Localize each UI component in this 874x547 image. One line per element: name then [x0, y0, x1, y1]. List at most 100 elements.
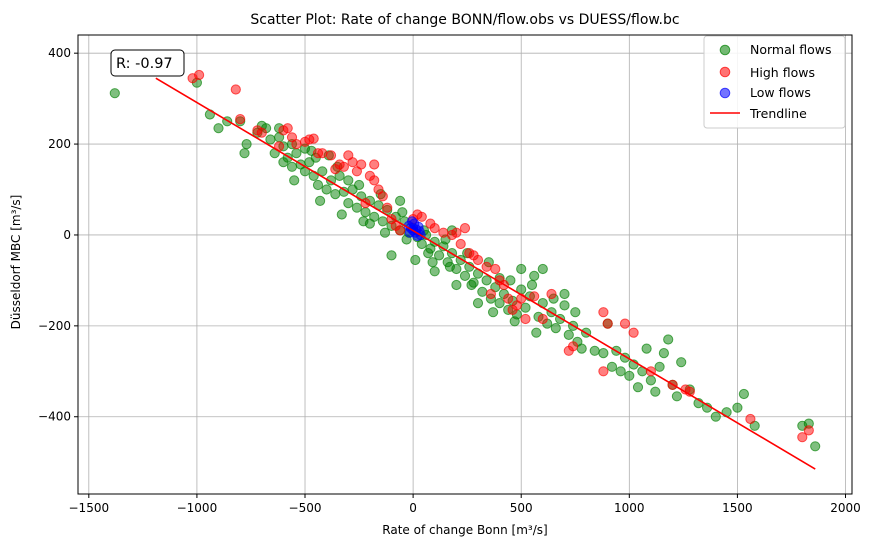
scatter-point-high	[455, 238, 466, 250]
scatter-point-high	[299, 136, 311, 147]
scatter-point-normal	[632, 382, 644, 393]
scatter-point-normal	[654, 361, 665, 372]
legend-label-low: Low flows	[750, 85, 811, 100]
scatter-point-normal	[477, 286, 488, 297]
scatter-point-normal	[109, 88, 120, 99]
scatter-point-high	[451, 227, 462, 238]
y-tick-label: −200	[38, 319, 71, 333]
scatter-point-normal	[444, 261, 455, 272]
legend-label-high: High flows	[750, 65, 815, 80]
grid	[78, 35, 852, 494]
correlation-annotation: R: -0.97	[110, 49, 185, 77]
scatter-point-high	[369, 159, 380, 170]
scatter-point-high	[325, 150, 337, 161]
scatter-point-high	[490, 263, 501, 275]
scatter-point-normal	[606, 361, 618, 372]
scatter-point-normal	[410, 254, 421, 266]
x-tick-label: 2000	[830, 501, 861, 515]
scatter-point-high	[343, 150, 354, 161]
scatter-point-normal	[559, 300, 570, 311]
scatter-point-normal	[598, 348, 609, 359]
plot-frame	[77, 34, 853, 495]
x-tick-label: −1000	[177, 501, 218, 515]
scatter-point-normal	[563, 329, 574, 340]
y-tick-label: 200	[48, 137, 71, 151]
scatter-point-normal	[343, 198, 354, 209]
scatter-point-normal	[529, 270, 540, 281]
scatter-point-high	[602, 318, 613, 329]
legend-label-trendline: Trendline	[749, 106, 807, 121]
x-tick-label: −500	[289, 501, 322, 515]
chart-title: Scatter Plot: Rate of change BONN/flow.o…	[250, 12, 679, 28]
scatter-point-normal	[738, 388, 750, 400]
scatter-point-high	[369, 175, 380, 186]
scatter-point-normal	[663, 334, 674, 345]
scatter-point-high	[803, 425, 814, 436]
ticks: −1500 −1000 −500 0 500 1000 1500 2000 −400 −200 0 2…	[38, 46, 861, 515]
scatter-point-normal	[427, 257, 438, 268]
scatter-point-normal	[429, 266, 440, 277]
scatter-point-normal	[434, 250, 445, 261]
legend-frame	[703, 35, 846, 129]
x-tick-label: 1000	[614, 501, 645, 515]
x-tick-label: 500	[510, 501, 533, 515]
scatter-point-normal	[520, 302, 531, 313]
x-tick-label: −1500	[69, 501, 110, 515]
scatter-point-normal	[810, 441, 821, 452]
scatter-point-normal	[624, 370, 635, 381]
x-tick-label: 0	[409, 501, 417, 515]
scatter-point-normal	[213, 123, 224, 134]
scatter-point-normal	[308, 170, 319, 181]
scatter-point-high	[282, 123, 293, 134]
scatter-point-normal	[645, 375, 657, 386]
scatter-point-normal	[516, 263, 527, 275]
scatter-point-high	[472, 254, 484, 266]
scatter-point-normal	[570, 307, 581, 318]
scatter-point-high	[619, 318, 631, 329]
scatter-point-normal	[615, 366, 626, 377]
scatter-point-high	[429, 223, 440, 234]
scatter-point-high	[291, 139, 302, 150]
scatter-point-normal	[354, 179, 365, 191]
scatter-point-normal	[488, 307, 499, 318]
scatter-point-normal	[466, 279, 477, 291]
trendline-layer	[155, 77, 816, 470]
x-tick-label: 1500	[722, 501, 753, 515]
scatter-point-high	[416, 211, 427, 222]
scatter-point-normal	[377, 216, 388, 227]
legend-marker-low	[719, 87, 731, 99]
scatter-point-high	[356, 159, 367, 170]
scatter-point-high	[334, 159, 345, 170]
scatter-point-normal	[395, 195, 406, 206]
legend-marker-high	[719, 66, 731, 78]
scatter-point-high	[312, 148, 324, 159]
y-tick-label: 0	[63, 228, 71, 242]
scatter-point-high	[395, 225, 406, 236]
scatter-point-normal	[397, 207, 408, 218]
scatter-point-normal	[472, 298, 484, 309]
scatter-point-normal	[650, 386, 661, 397]
scatter-point-normal	[641, 343, 652, 354]
scatter-point-high	[235, 114, 246, 125]
scatter-point-normal	[550, 323, 561, 334]
scatter-point-high	[598, 307, 609, 318]
y-axis-title: Düsseldorf MBC [m³/s]	[9, 195, 23, 330]
scatter-point-high	[546, 288, 557, 300]
scatter-point-normal	[265, 134, 276, 145]
scatter-point-normal	[451, 279, 462, 291]
scatter-point-low	[406, 216, 418, 227]
scatter-point-high	[537, 313, 548, 325]
scatter-point-normal	[732, 402, 743, 413]
scatter-point-normal	[710, 411, 721, 422]
scatter-point-normal	[360, 207, 371, 218]
scatter-point-normal	[576, 343, 587, 354]
scatter-point-high	[598, 366, 609, 377]
scatter-point-high	[481, 261, 492, 272]
correlation-text: R: -0.97	[116, 56, 173, 72]
scatter-point-normal	[671, 391, 683, 402]
legend: Normal flows High flows Low flows Trendl…	[703, 35, 846, 129]
scatter-point-normal	[531, 327, 542, 338]
scatter-point-normal	[278, 157, 289, 168]
scatter-point-high	[308, 133, 319, 144]
